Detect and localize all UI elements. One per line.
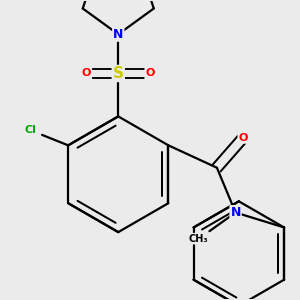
Text: N: N — [230, 206, 241, 219]
Text: CH₃: CH₃ — [188, 234, 208, 244]
Text: Cl: Cl — [25, 125, 37, 135]
Text: O: O — [145, 68, 155, 79]
Text: S: S — [113, 66, 124, 81]
Text: O: O — [238, 133, 248, 143]
Text: N: N — [113, 28, 124, 41]
Text: O: O — [82, 68, 91, 79]
